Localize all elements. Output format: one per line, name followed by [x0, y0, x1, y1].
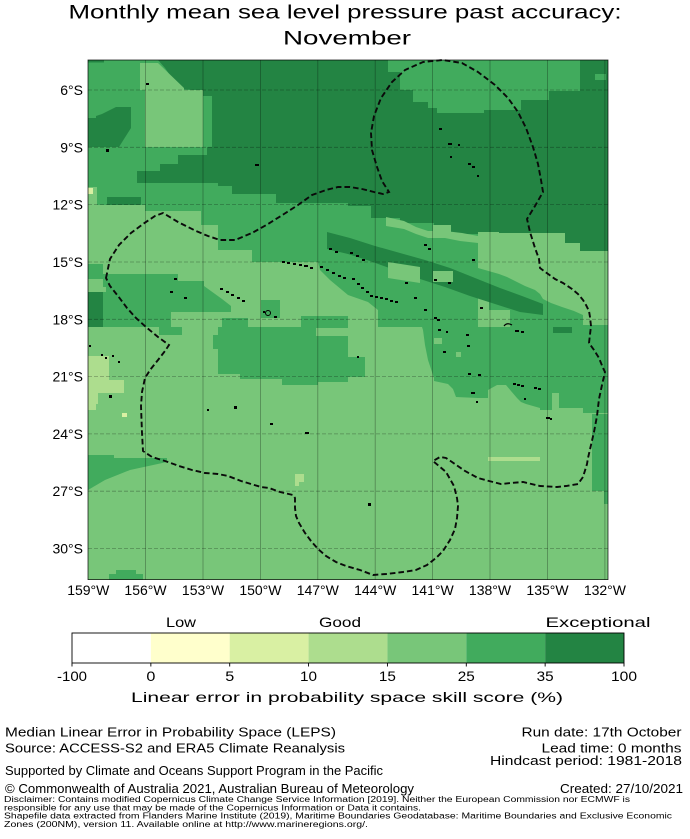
svg-text:153°W: 153°W	[182, 582, 225, 598]
svg-text:135°W: 135°W	[526, 582, 569, 598]
svg-text:132°W: 132°W	[584, 582, 627, 598]
svg-text:15: 15	[379, 668, 396, 684]
svg-text:Hindcast period: 1981-2018: Hindcast period: 1981-2018	[490, 753, 682, 768]
svg-text:Supported by Climate and Ocean: Supported by Climate and Oceans Support …	[5, 764, 383, 778]
svg-text:November: November	[283, 28, 412, 50]
svg-text:Median Linear Error in Probabi: Median Linear Error in Probability Space…	[5, 725, 336, 740]
svg-text:30°S: 30°S	[52, 541, 83, 557]
svg-text:6°S: 6°S	[60, 82, 83, 98]
svg-text:18°S: 18°S	[52, 311, 83, 327]
svg-text:9°S: 9°S	[60, 139, 83, 155]
svg-text:12°S: 12°S	[52, 197, 83, 213]
svg-text:156°W: 156°W	[124, 582, 167, 598]
svg-text:15°S: 15°S	[52, 254, 83, 270]
svg-text:Disclaimer: Contains modified: Disclaimer: Contains modified Copernicus…	[4, 795, 630, 804]
svg-text:Zones (200NM), version 11. Ava: Zones (200NM), version 11. Available onl…	[4, 820, 368, 829]
svg-text:Exceptional: Exceptional	[546, 614, 651, 630]
svg-text:Good: Good	[319, 614, 361, 630]
svg-text:21°S: 21°S	[52, 369, 83, 385]
svg-text:35: 35	[537, 668, 554, 684]
svg-text:25: 25	[458, 668, 475, 684]
svg-text:Run date: 17th October: Run date: 17th October	[522, 725, 683, 740]
svg-text:24°S: 24°S	[52, 426, 83, 442]
svg-text:Lead time: 0 months: Lead time: 0 months	[542, 741, 683, 756]
svg-text:-100: -100	[57, 668, 87, 684]
svg-text:138°W: 138°W	[469, 582, 512, 598]
svg-text:Shapefile data extracted from: Shapefile data extracted from Flanders M…	[4, 812, 672, 821]
svg-text:5: 5	[225, 668, 234, 684]
svg-text:Source: ACCESS-S2 and ERA5 Cli: Source: ACCESS-S2 and ERA5 Climate Reana…	[5, 741, 346, 756]
svg-text:10: 10	[300, 668, 317, 684]
svg-text:100: 100	[611, 668, 637, 684]
svg-text:159°W: 159°W	[67, 582, 110, 598]
svg-text:27°S: 27°S	[52, 483, 83, 499]
svg-text:responsible for any use that m: responsible for any use that may be made…	[4, 804, 421, 813]
svg-text:144°W: 144°W	[354, 582, 397, 598]
svg-text:© Commonwealth of Australia 20: © Commonwealth of Australia 2021, Austra…	[5, 782, 415, 796]
svg-text:141°W: 141°W	[412, 582, 455, 598]
svg-text:0: 0	[146, 668, 155, 684]
svg-text:Created: 27/10/2021: Created: 27/10/2021	[560, 782, 683, 796]
svg-text:Low: Low	[166, 614, 197, 630]
svg-text:150°W: 150°W	[239, 582, 282, 598]
svg-text:147°W: 147°W	[297, 582, 340, 598]
svg-text:Monthly mean sea level pressur: Monthly mean sea level pressure past acc…	[69, 2, 622, 24]
svg-text:Linear error in probability sp: Linear error in probability space skill …	[131, 689, 563, 705]
